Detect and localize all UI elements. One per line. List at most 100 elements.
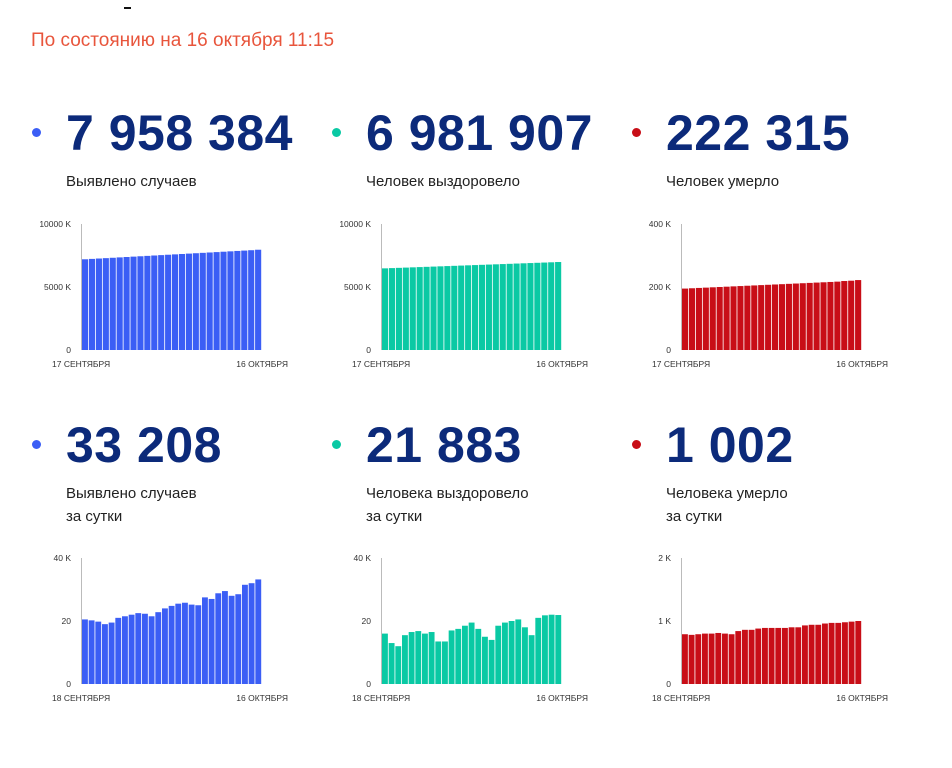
bar [255, 249, 262, 350]
bar [95, 621, 102, 684]
bar [165, 254, 172, 350]
y-tick-label: 0 [666, 345, 671, 355]
bar [520, 263, 527, 350]
bar [782, 627, 788, 684]
total-cases-label: Выявлено случаев [66, 173, 197, 190]
card-total-cases: 7 958 384 Выявлено случаев 0 5000 K 10000 … [32, 100, 332, 420]
y-tick-label: 5000 K [344, 282, 371, 292]
bar [199, 252, 206, 350]
bar [208, 598, 215, 684]
bar [795, 627, 802, 684]
bar [227, 251, 234, 350]
bar [495, 625, 502, 684]
y-tick-label: 20 [62, 616, 72, 626]
bar [142, 613, 148, 684]
total-cases-number: 7 958 384 [66, 105, 293, 161]
daily-cases-number: 33 208 [66, 417, 222, 473]
bar [444, 266, 451, 350]
bar [855, 280, 862, 350]
bar [222, 591, 228, 684]
card-daily-deaths: 1 002 Человека умерло за сутки 0 1 K 2 K 18… [632, 412, 932, 732]
x-start-label: 17 СЕНТЯБРЯ [652, 359, 710, 369]
bar [402, 635, 408, 684]
x-start-label: 18 СЕНТЯБРЯ [652, 693, 710, 703]
bar [115, 617, 122, 684]
x-end-label: 16 ОКТЯБРЯ [836, 359, 888, 369]
bar [785, 283, 792, 350]
bar [527, 263, 534, 350]
bar [455, 628, 462, 685]
cases-dot-icon [32, 440, 41, 449]
x-start-label: 17 СЕНТЯБРЯ [352, 359, 410, 369]
bar [848, 621, 855, 684]
bar [775, 627, 782, 684]
bar [768, 627, 775, 684]
bar [742, 629, 748, 684]
total-cases-chart: 0 5000 K 10000 K 17 СЕНТЯБРЯ 16 ОКТЯБРЯ [39, 219, 288, 369]
bar [492, 264, 499, 350]
bar [182, 602, 188, 684]
daily-deaths-number: 1 002 [666, 417, 794, 473]
bar [451, 265, 458, 350]
bar [88, 620, 95, 684]
bar [555, 615, 562, 684]
bar [502, 622, 508, 684]
x-end-label: 16 ОКТЯБРЯ [236, 359, 288, 369]
bar [848, 280, 855, 350]
bar [842, 622, 848, 684]
recovered-dot-icon [332, 440, 341, 449]
bar [202, 597, 208, 685]
bar [806, 282, 813, 350]
daily-recovered-number: 21 883 [366, 417, 522, 473]
y-tick-label: 2 K [658, 553, 671, 563]
bar [735, 631, 742, 684]
total-deaths-chart: 0 200 K 400 K 17 СЕНТЯБРЯ 16 ОКТЯБРЯ [649, 219, 888, 369]
bar [722, 633, 728, 684]
bar [137, 256, 144, 350]
deaths-dot-icon [632, 440, 641, 449]
bar [716, 287, 723, 350]
bar [728, 634, 735, 684]
x-start-label: 17 СЕНТЯБРЯ [52, 359, 110, 369]
bar [144, 255, 151, 350]
bar [715, 632, 722, 684]
bar [841, 281, 848, 350]
total-deaths-number: 222 315 [666, 105, 851, 161]
bar [82, 259, 89, 350]
bar [688, 634, 695, 684]
card-total-deaths: 222 315 Человек умерло 0 200 K 400 K 17 СЕН… [632, 100, 932, 420]
bar [820, 282, 827, 350]
bar [548, 262, 555, 350]
bar [416, 267, 423, 350]
y-tick-label: 20 [362, 616, 372, 626]
bar [468, 622, 475, 684]
bar [472, 265, 479, 350]
daily-deaths-label: Человека умерло за сутки [666, 482, 788, 528]
bar [499, 264, 506, 350]
daily-deaths-chart: 0 1 K 2 K 18 СЕНТЯБРЯ 16 ОКТЯБРЯ [652, 553, 888, 703]
card-daily-recovered: 21 883 Человека выздоровело за сутки 0 20… [332, 412, 632, 732]
bar [855, 621, 862, 684]
bar [813, 282, 820, 350]
bar [88, 258, 96, 350]
recovered-dot-icon [332, 128, 341, 137]
bar [827, 281, 834, 350]
bar [128, 614, 135, 684]
bar [135, 613, 142, 685]
bar [395, 646, 402, 684]
daily-cases-label-line2: за сутки [66, 508, 123, 525]
bar [178, 253, 186, 350]
bar [172, 254, 179, 350]
bar [522, 627, 528, 684]
bar [758, 285, 765, 350]
bar [442, 641, 448, 684]
card-total-recovered: 6 981 907 Человек выздоровело 0 5000 K 100… [332, 100, 632, 420]
daily-recovered-label: Человека выздоровело за сутки [366, 482, 529, 528]
bar [528, 635, 535, 684]
bar [534, 262, 541, 350]
bar [437, 266, 444, 350]
bar [515, 619, 522, 684]
bar [206, 252, 213, 350]
y-tick-label: 10000 K [339, 219, 371, 229]
bar [422, 633, 428, 684]
